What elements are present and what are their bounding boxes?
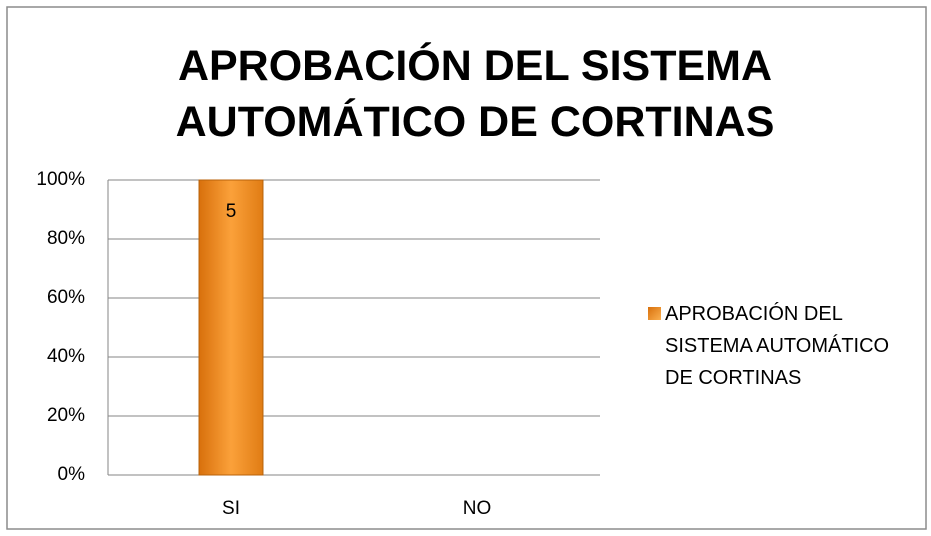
data-label: 5	[226, 201, 237, 222]
y-tick-label: 40%	[47, 346, 85, 367]
legend-swatch	[648, 307, 661, 320]
legend: APROBACIÓN DEL SISTEMA AUTOMÁTICO DE COR…	[648, 298, 928, 394]
legend-label: APROBACIÓN DEL SISTEMA AUTOMÁTICO DE COR…	[665, 303, 890, 389]
x-tick-label: NO	[463, 498, 492, 519]
y-tick-label: 100%	[36, 169, 85, 190]
bar	[198, 179, 264, 476]
y-tick-label: 20%	[47, 405, 85, 426]
y-tick-label: 80%	[47, 228, 85, 249]
y-tick-label: 60%	[47, 287, 85, 308]
x-tick-label: SI	[222, 498, 240, 519]
chart-title: APROBACIÓN DEL SISTEMA AUTOMÁTICO DE COR…	[175, 42, 775, 146]
chart-frame	[6, 6, 927, 530]
y-tick-label: 0%	[58, 464, 86, 485]
